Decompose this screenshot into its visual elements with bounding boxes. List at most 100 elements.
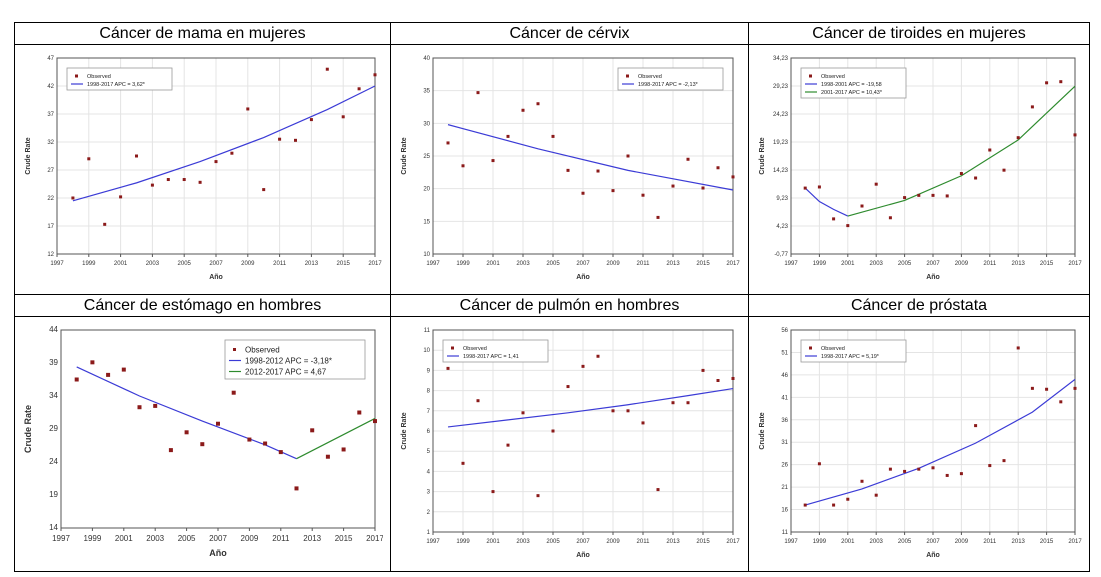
legend-label: 1998-2017 APC = 3,62*	[87, 82, 146, 88]
panel-prostata: Cáncer de próstata 11 16 21 26 31 36 41 46 51 56 1…	[749, 295, 1089, 571]
trend-line	[447, 124, 734, 191]
x-tick-label: 2005	[546, 261, 560, 267]
y-tick-label: 4	[427, 469, 431, 475]
observed-point	[860, 479, 864, 483]
y-tick-label: 37	[47, 112, 54, 118]
observed-point	[506, 134, 510, 138]
observed-point	[974, 424, 978, 428]
y-tick-label: 10	[423, 348, 430, 354]
chart-mama: 12 17 22 27 32 37 42 47 1997 1999 2001 2003 2005 2007…	[25, 56, 382, 281]
y-tick-label: 1	[427, 530, 431, 536]
y-tick-label: 15	[423, 219, 430, 225]
observed-point	[1045, 387, 1049, 391]
y-tick-label: 29,23	[773, 84, 789, 90]
observed-point	[166, 178, 170, 182]
panel-mama: Cáncer de mama en mujeres 12 17 22 27 32 37 42…	[15, 23, 390, 294]
observed-point	[917, 467, 921, 471]
x-tick-label: 2011	[272, 534, 290, 543]
y-tick-label: 39	[49, 358, 58, 367]
x-tick-label: 2003	[870, 261, 884, 267]
y-axis-label: Crude Rate	[401, 412, 408, 449]
legend-label: Observed	[821, 346, 845, 352]
x-tick-label: 1999	[813, 539, 827, 545]
plot-frame	[790, 57, 1076, 255]
y-tick-label: 51	[781, 350, 788, 356]
x-tick-label: 2007	[209, 261, 223, 267]
x-tick-label: 2017	[1068, 261, 1082, 267]
x-tick-label: 1997	[426, 261, 440, 267]
x-tick-label: 2009	[955, 539, 969, 545]
legend-label: Observed	[87, 74, 111, 80]
y-tick-label: 11	[424, 328, 431, 334]
x-tick-label: 1997	[50, 261, 64, 267]
x-tick-label: 1999	[82, 261, 96, 267]
x-tick-label: 2005	[898, 539, 912, 545]
y-tick-label: 24	[49, 457, 58, 466]
x-tick-label: 2003	[870, 539, 884, 545]
observed-point	[106, 372, 111, 377]
observed-point	[1073, 133, 1077, 137]
observed-point	[716, 379, 720, 382]
observed-point	[357, 87, 361, 91]
observed-point	[626, 154, 630, 158]
y-tick-label: 42	[47, 84, 54, 90]
observed-point	[278, 450, 283, 455]
x-tick-label: 1999	[456, 539, 470, 545]
observed-point	[74, 377, 79, 382]
legend-box	[442, 339, 549, 363]
y-tick-label: 5	[427, 449, 431, 455]
y-tick-label: 19	[49, 490, 58, 499]
y-tick-label: 47	[47, 56, 54, 62]
observed-point	[294, 138, 297, 142]
observed-point	[325, 454, 330, 459]
observed-point	[230, 151, 234, 155]
observed-point	[945, 194, 949, 198]
observed-point	[611, 189, 615, 193]
trend-line	[76, 366, 297, 460]
observed-point	[1016, 136, 1020, 140]
y-tick-label: 40	[423, 56, 430, 62]
observed-point	[491, 159, 495, 163]
trend-line	[804, 187, 849, 217]
legend-box	[224, 339, 366, 380]
observed-point	[506, 443, 510, 447]
x-tick-label: 2017	[1068, 539, 1082, 545]
x-tick-label: 2015	[335, 534, 353, 543]
y-tick-label: 4,23	[776, 224, 788, 230]
observed-point	[182, 178, 186, 182]
x-tick-label: 2011	[983, 539, 997, 545]
x-tick-label: 2005	[546, 539, 560, 545]
y-tick-label: 46	[781, 373, 788, 379]
y-tick-label: 16	[781, 508, 788, 514]
x-tick-label: 2007	[209, 534, 227, 543]
observed-point	[119, 195, 123, 199]
y-tick-label: 41	[781, 395, 788, 401]
x-tick-label: 2013	[1012, 539, 1026, 545]
x-axis-label: Año	[576, 274, 590, 281]
observed-point	[90, 360, 95, 365]
x-tick-label: 2009	[955, 261, 969, 267]
y-tick-label: 34,23	[773, 56, 789, 62]
x-tick-label: 2015	[337, 261, 351, 267]
y-tick-label: 27	[47, 168, 54, 174]
plot-frame	[432, 329, 734, 533]
chart-estomago: 14 19 24 29 34 39 44 1997 1999 2001 2003 2005 2007 20…	[23, 325, 383, 558]
x-tick-label: 2001	[114, 261, 128, 267]
legend-label: 2012-2017 APC = 4,67	[245, 367, 327, 376]
x-tick-label: 2001	[841, 261, 855, 267]
observed-point	[566, 168, 570, 172]
legend-label: 1998-2012 APC = -3,18*	[245, 356, 332, 365]
y-tick-label: 8	[427, 389, 431, 395]
observed-point	[461, 461, 465, 465]
x-tick-label: 1999	[456, 261, 470, 267]
legend-label: 1998-2017 APC = 5,19*	[821, 354, 880, 360]
observed-point	[135, 154, 138, 158]
panel-title: Cáncer de cérvix	[391, 23, 748, 45]
observed-point	[71, 196, 75, 200]
y-tick-label: 31	[781, 440, 788, 446]
observed-point	[1059, 400, 1063, 404]
y-tick-label: 9	[427, 368, 431, 374]
observed-point	[888, 216, 892, 220]
y-tick-label: -0,77	[774, 252, 788, 258]
y-tick-label: 29	[49, 424, 58, 433]
